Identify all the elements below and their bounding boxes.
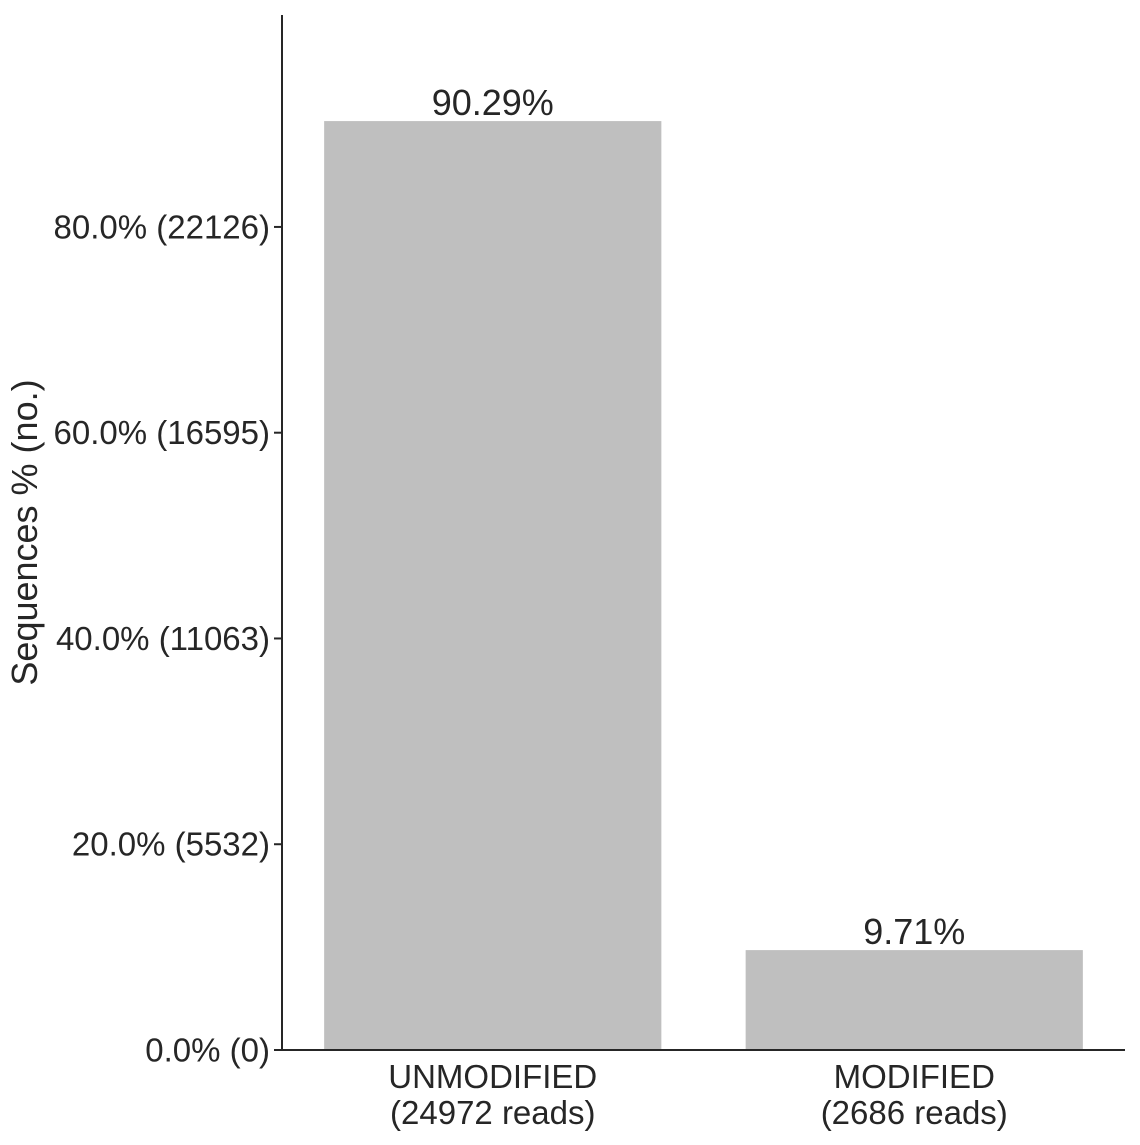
bar-modified bbox=[745, 950, 1083, 1050]
bar-value-label-modified: 9.71% bbox=[863, 911, 965, 952]
x-tick-sublabel-unmodified: (24972 reads) bbox=[390, 1094, 595, 1131]
y-axis-title: Sequences % (no.) bbox=[4, 379, 45, 685]
y-tick-label: 20.0% (5532) bbox=[72, 826, 270, 863]
bar-unmodified bbox=[324, 121, 662, 1050]
y-tick-label: 60.0% (16595) bbox=[54, 414, 270, 451]
bar-value-labels: 90.29% 9.71% bbox=[432, 82, 966, 952]
axes-layer bbox=[281, 15, 1125, 1051]
y-tick-label: 40.0% (11063) bbox=[56, 620, 270, 657]
y-tick-label: 0.0% (0) bbox=[145, 1032, 270, 1069]
y-tick-label: 80.0% (22126) bbox=[54, 208, 270, 245]
y-ticks: 0.0% (0) 20.0% (5532) 40.0% (11063) 60.0% (… bbox=[54, 208, 282, 1069]
bar-value-label-unmodified: 90.29% bbox=[432, 82, 554, 123]
bars-layer bbox=[324, 121, 1083, 1050]
x-tick-label-unmodified: UNMODIFIED bbox=[388, 1058, 597, 1095]
x-tick-labels: UNMODIFIED(24972 reads) MODIFIED(2686 rea… bbox=[388, 1058, 1008, 1131]
x-tick-sublabel-modified: (2686 reads) bbox=[821, 1094, 1008, 1131]
x-tick-label-modified: MODIFIED bbox=[834, 1058, 995, 1095]
